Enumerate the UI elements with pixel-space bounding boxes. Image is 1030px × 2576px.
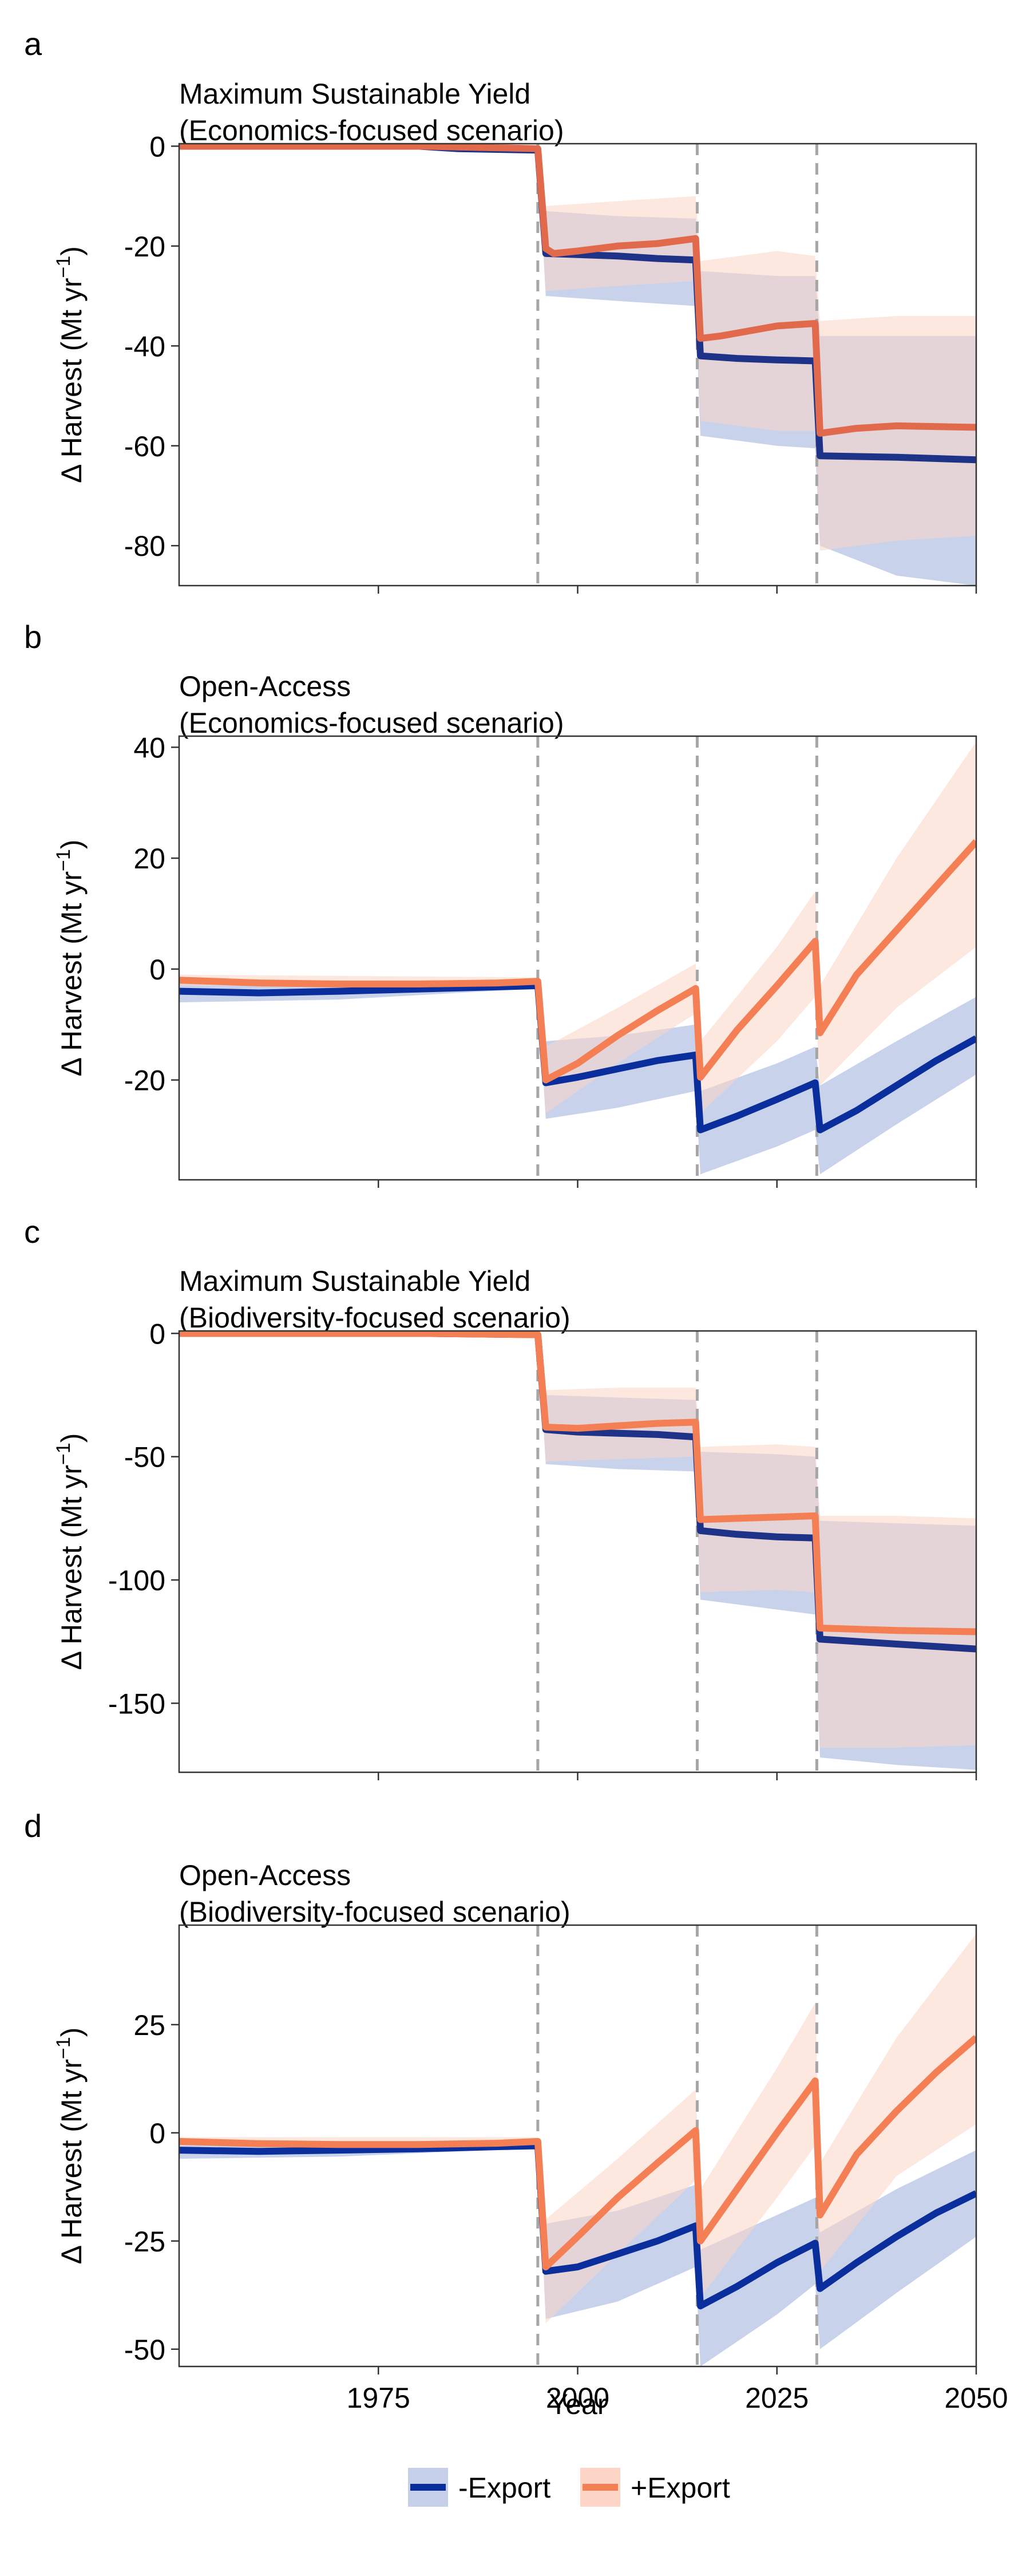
panel-title: (Biodiversity-focused scenario) [179, 1302, 571, 1334]
y-tick-label: -20 [124, 1065, 165, 1097]
y-axis-label: Δ Harvest (Mt yr−1) [53, 840, 88, 1077]
y-axis-label: Δ Harvest (Mt yr−1) [53, 1433, 88, 1670]
y-tick-label: 0 [149, 2117, 165, 2150]
panel-title: Open-Access [179, 1859, 351, 1891]
y-tick-label: -80 [124, 530, 165, 562]
y-tick-label: -50 [124, 2334, 165, 2366]
panel-title: (Economics-focused scenario) [179, 114, 564, 147]
panel-title: Maximum Sustainable Yield [179, 1265, 530, 1297]
y-tick-label: 40 [133, 732, 165, 764]
y-tick-label: 20 [133, 843, 165, 875]
y-tick-label: 0 [149, 131, 165, 163]
confidence-band-plus-export [179, 146, 976, 551]
panel-title: Open-Access [179, 670, 351, 702]
x-axis-label: Year [549, 2388, 607, 2420]
y-tick-label: -150 [108, 1688, 165, 1720]
y-tick-label: 0 [149, 1318, 165, 1350]
series-line-plus-export [179, 1331, 976, 1635]
series-line-plus-export [179, 839, 976, 1084]
panel-c: c Maximum Sustainable Yield (Biodiversity-… [24, 1214, 977, 1780]
panel-title: (Biodiversity-focused scenario) [179, 1896, 571, 1928]
y-tick-label: -25 [124, 2226, 165, 2258]
panel-letter: a [24, 26, 42, 62]
plot-area [179, 1925, 976, 2366]
panel-a: a Maximum Sustainable Yield (Economics-foc… [24, 26, 977, 594]
y-tick-label: -20 [124, 231, 165, 263]
panel-letter: c [24, 1214, 40, 1250]
x-tick-label: 2025 [745, 2382, 809, 2414]
plot-area [179, 736, 976, 1180]
y-tick-label: -100 [108, 1564, 165, 1597]
y-axis-label: Δ Harvest (Mt yr−1) [53, 246, 88, 483]
x-tick-label: 1975 [347, 2382, 410, 2414]
y-axis-label: Δ Harvest (Mt yr−1) [53, 2028, 88, 2265]
legend-label: +Export [631, 2472, 730, 2504]
plot-area [179, 144, 976, 586]
x-tick-label: 2050 [944, 2382, 1008, 2414]
legend: -Export +Export [408, 2468, 730, 2507]
panel-letter: d [24, 1808, 42, 1844]
y-tick-label: 0 [149, 954, 165, 986]
panel-letter: b [24, 619, 42, 655]
plot-area [179, 1331, 976, 1772]
confidence-band-plus-export [179, 741, 976, 1113]
series-line-minus-export [179, 2142, 976, 2310]
panel-b: b Open-Access (Economics-focused scenario)… [24, 619, 977, 1188]
x-tick-label: 2000 [546, 2382, 609, 2414]
y-tick-label: 25 [133, 2009, 165, 2041]
series-line-plus-export [179, 144, 976, 437]
y-tick-label: -50 [124, 1441, 165, 1473]
confidence-band-plus-export [179, 1333, 976, 1748]
series-line-plus-export [179, 2034, 976, 2271]
y-tick-label: -40 [124, 330, 165, 362]
legend-label: -Export [458, 2472, 550, 2504]
series-line-minus-export [179, 982, 976, 1133]
panel-title: Maximum Sustainable Yield [179, 78, 530, 110]
panel-title: (Economics-focused scenario) [179, 707, 564, 739]
panel-d: d Open-Access (Biodiversity-focused scenar… [24, 1808, 1008, 2414]
y-tick-label: -60 [124, 430, 165, 463]
